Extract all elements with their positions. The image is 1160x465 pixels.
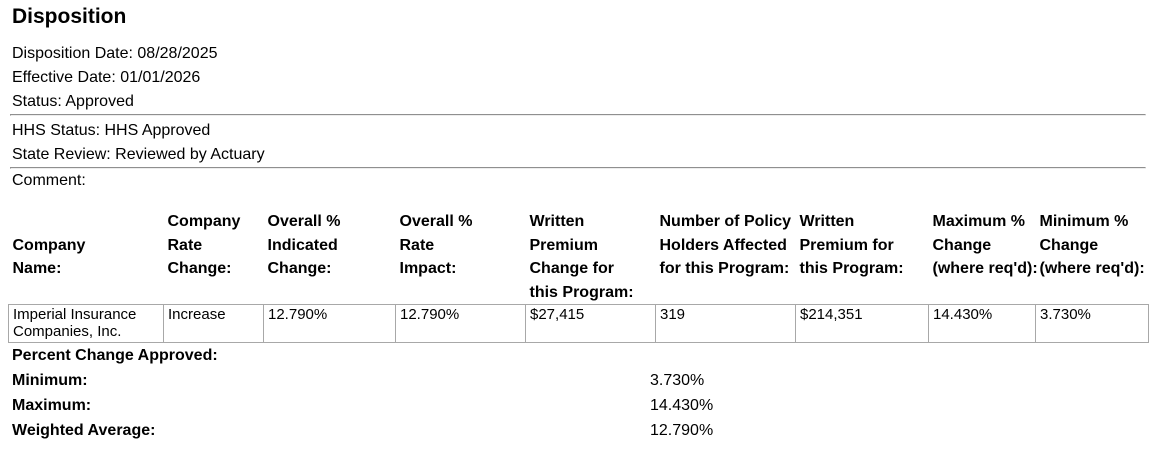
column-header-company-name: Company Name: xyxy=(12,236,86,278)
column-header-overall-rate-impact: Overall % Rate Impact: xyxy=(399,213,473,277)
rate-table: Company Name: Company Rate Change: Overa… xyxy=(8,210,1149,343)
field-label: HHS Status: xyxy=(12,122,101,139)
disposition-info-section: Disposition Date: 08/28/2025 Effective D… xyxy=(12,42,1160,114)
field-hhs-status: HHS Status: HHS Approved xyxy=(12,119,1160,143)
cell-maximum-change: 14.430% xyxy=(928,304,1036,343)
cell-written-premium: $214,351 xyxy=(795,304,929,343)
field-comment: Comment: xyxy=(12,169,1160,193)
summary-label: Maximum: xyxy=(12,397,92,414)
column-header-overall-indicated-change: Overall % Indicated Change: xyxy=(267,213,341,277)
cell-written-premium-change: $27,415 xyxy=(525,304,656,343)
section-divider xyxy=(10,167,1146,169)
field-value: Reviewed by Actuary xyxy=(115,146,265,163)
field-label: Status: xyxy=(12,93,62,110)
field-value: 08/28/2025 xyxy=(137,45,218,62)
cell-company-name: Imperial Insurance Companies, Inc. xyxy=(8,304,164,343)
summary-label: Weighted Average: xyxy=(12,422,156,439)
column-header-written-premium: Written Premium for this Program: xyxy=(799,213,904,277)
cell-minimum-change: 3.730% xyxy=(1035,304,1149,343)
field-value: HHS Approved xyxy=(104,122,211,139)
column-header-maximum-change: Maximum % Change (where req'd): xyxy=(932,213,1038,277)
column-header-written-premium-change: Written Premium Change for this Program: xyxy=(529,213,634,301)
field-label: Disposition Date: xyxy=(12,45,133,62)
field-value: Approved xyxy=(65,93,134,110)
column-header-company-rate-change: Company Rate Change: xyxy=(167,213,241,277)
field-state-review: State Review: Reviewed by Actuary xyxy=(12,143,1160,167)
cell-overall-rate-impact: 12.790% xyxy=(395,304,526,343)
field-disposition-date: Disposition Date: 08/28/2025 xyxy=(12,42,1160,66)
disposition-page: Disposition Disposition Date: 08/28/2025… xyxy=(0,4,1160,443)
comment-section: Comment: xyxy=(12,169,1160,193)
field-label: Effective Date: xyxy=(12,69,116,86)
percent-change-summary-section: Percent Change Approved: Minimum: 3.730%… xyxy=(12,343,1160,443)
section-divider xyxy=(10,114,1146,116)
summary-row-maximum: Maximum: 14.430% xyxy=(12,393,1160,418)
column-header-policy-holders-affected: Number of Policy Holders Affected for th… xyxy=(659,213,792,277)
summary-value: 14.430% xyxy=(650,397,714,414)
summary-value: 3.730% xyxy=(650,372,705,389)
summary-row-weighted-average: Weighted Average: 12.790% xyxy=(12,418,1160,443)
review-info-section: HHS Status: HHS Approved State Review: R… xyxy=(12,119,1160,167)
column-header-minimum-change: Minimum % Change (where req'd): xyxy=(1039,213,1145,277)
rate-table-header-row: Company Name: Company Rate Change: Overa… xyxy=(9,210,1149,305)
field-value: 01/01/2026 xyxy=(120,69,201,86)
cell-company-rate-change: Increase xyxy=(163,304,264,343)
page-title: Disposition xyxy=(12,5,127,28)
field-status: Status: Approved xyxy=(12,90,1160,114)
summary-heading: Percent Change Approved: xyxy=(12,347,218,364)
summary-value: 12.790% xyxy=(650,422,714,439)
cell-overall-indicated-change: 12.790% xyxy=(263,304,396,343)
summary-row-minimum: Minimum: 3.730% xyxy=(12,368,1160,393)
cell-policy-holders-affected: 319 xyxy=(655,304,796,343)
field-effective-date: Effective Date: 01/01/2026 xyxy=(12,66,1160,90)
comment-label: Comment: xyxy=(12,172,86,189)
summary-label: Minimum: xyxy=(12,372,88,389)
field-label: State Review: xyxy=(12,146,111,163)
table-row: Imperial Insurance Companies, Inc. Incre… xyxy=(8,304,1149,343)
